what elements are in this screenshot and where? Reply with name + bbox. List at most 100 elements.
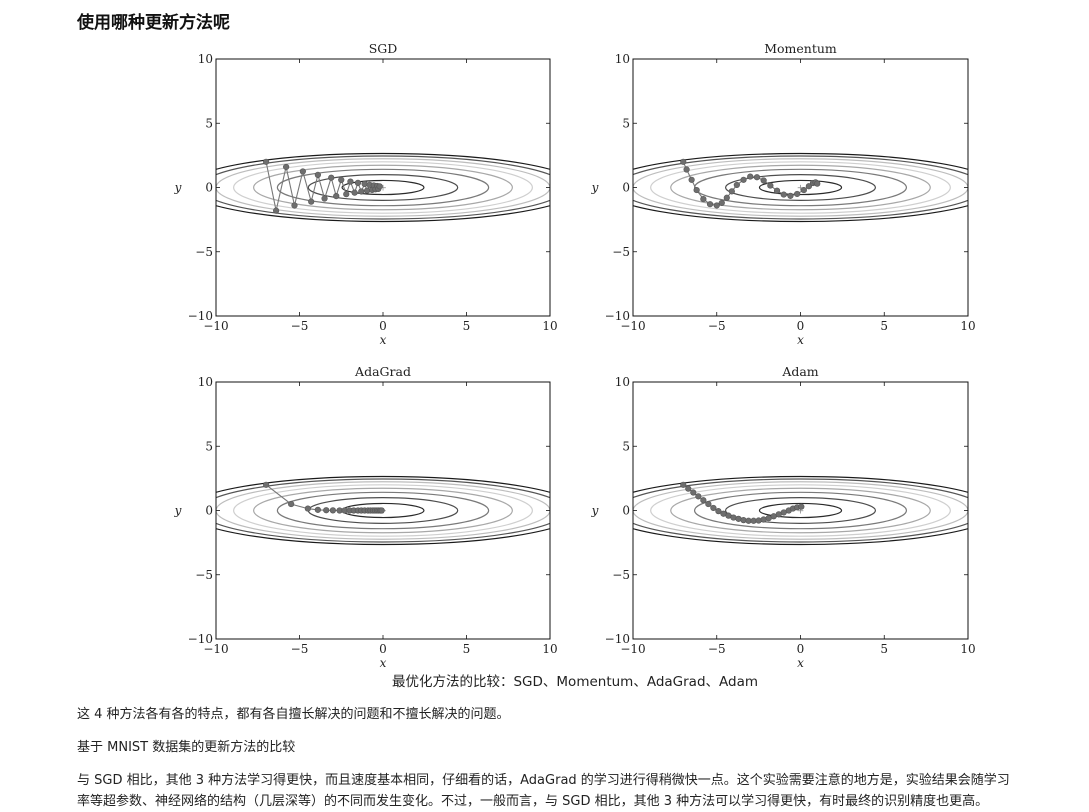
momentum-data-point — [728, 188, 735, 195]
sgd-data-point — [347, 178, 354, 185]
adagrad-contours: + — [216, 475, 550, 546]
adam-x-tick-label: 0 — [797, 642, 805, 656]
adam-data-point — [755, 517, 762, 524]
adagrad-x-tick-label: 10 — [542, 642, 557, 656]
sgd-data-point — [351, 189, 358, 196]
adagrad-y-tick-label: −10 — [188, 632, 213, 646]
sgd-contour-line — [233, 161, 533, 214]
momentum-data-point — [718, 199, 725, 207]
adam-data-point — [680, 481, 687, 488]
momentum-y-tick-label: 5 — [622, 116, 630, 130]
momentum-x-axis-label: x — [797, 333, 804, 347]
momentum-y-tick-label: −5 — [612, 245, 630, 259]
figure-caption: 最优化方法的比较：SGD、Momentum、AdaGrad、Adam — [391, 674, 759, 690]
sgd-contour-line — [253, 164, 513, 211]
momentum-y-axis-label: y — [591, 181, 599, 195]
sgd-data-point — [333, 193, 340, 200]
adagrad-panel: + −10 −5 0 5 10 −10 −5 0 5 10 AdaGrad x y — [174, 364, 558, 670]
adagrad-x-tick-label: −5 — [291, 642, 309, 656]
adam-data-point — [705, 500, 712, 508]
sgd-y-axis-label: y — [174, 181, 182, 195]
momentum-y-tick-label: −10 — [605, 309, 630, 323]
sgd-data-point — [291, 202, 298, 209]
adam-y-tick-label: 10 — [615, 375, 630, 389]
sgd-contour-line — [341, 179, 425, 196]
sgd-contours: + — [216, 152, 550, 223]
sgd-data-point — [376, 183, 383, 190]
momentum-contour-line — [670, 164, 931, 211]
adam-y-tick-label: 0 — [622, 504, 630, 518]
sgd-x-tick-label: 10 — [542, 319, 557, 333]
adam-data-point — [695, 493, 702, 500]
adam-contour-line — [633, 475, 968, 546]
adagrad-title: AdaGrad — [354, 364, 411, 379]
paragraph-comparison-line-1: 与 SGD 相比，其他 3 种方法学习得更快，而且速度基本相同，仔细看的话，Ad… — [77, 773, 1010, 788]
momentum-data-point — [740, 176, 747, 183]
adam-data-point — [798, 503, 805, 510]
adagrad-data-point — [263, 481, 270, 488]
momentum-data-point — [760, 177, 767, 184]
momentum-contour-line — [650, 161, 951, 214]
adam-title: Adam — [781, 364, 818, 379]
adam-panel: + −10 −5 0 5 10 −10 −5 0 5 10 Adam x y — [591, 364, 976, 670]
momentum-y-tick-label: 0 — [622, 181, 630, 195]
sgd-x-tick-label: 5 — [463, 319, 471, 333]
adam-data-point — [710, 504, 717, 512]
sgd-data-point — [364, 187, 371, 194]
adagrad-data-point — [329, 507, 337, 514]
adam-data-point — [690, 489, 697, 496]
momentum-contour-line — [724, 174, 877, 201]
momentum-data-point — [700, 195, 707, 203]
momentum-y-tick-label: 10 — [615, 52, 630, 66]
adagrad-y-axis-label: y — [174, 504, 182, 518]
momentum-data-point — [805, 183, 812, 190]
sgd-data-point — [361, 180, 368, 188]
adam-y-tick-label: −5 — [612, 568, 630, 582]
adam-x-tick-label: −5 — [708, 642, 726, 656]
page-title: 使用哪种更新方法呢 — [77, 13, 230, 33]
momentum-data-point — [773, 187, 781, 194]
momentum-x-tick-label: −5 — [708, 319, 726, 333]
adagrad-x-tick-label: 5 — [463, 642, 471, 656]
adagrad-x-axis-label: x — [380, 656, 387, 670]
sgd-x-axis-label: x — [380, 333, 387, 347]
momentum-data-point — [713, 202, 720, 209]
adagrad-data-point — [304, 505, 311, 512]
sgd-contour-line — [276, 168, 490, 207]
momentum-data-point — [706, 201, 714, 208]
sgd-x-tick-label: −5 — [291, 319, 309, 333]
momentum-data-point — [680, 158, 687, 165]
adam-x-tick-label: 5 — [880, 642, 888, 656]
sgd-data-point — [283, 163, 290, 171]
sgd-data-point — [308, 198, 315, 205]
momentum-data-point — [688, 176, 695, 183]
momentum-contour-line — [633, 158, 968, 217]
momentum-contour-line — [633, 155, 968, 220]
sgd-contour-line — [216, 152, 550, 223]
momentum-data-point — [747, 173, 754, 180]
sgd-data-point — [358, 188, 365, 195]
sgd-panel: + −10 −5 0 5 10 −10 −5 0 5 10 SGD x y — [174, 41, 558, 347]
adagrad-data-point — [288, 500, 295, 508]
adam-contour-line — [693, 491, 908, 530]
adam-contours: + — [633, 475, 968, 546]
paragraph-summary: 这 4 种方法各有各的特点，都有各自擅长解决的问题和不擅长解决的问题。 — [77, 707, 510, 722]
adagrad-y-tick-label: 10 — [198, 375, 213, 389]
momentum-data-point — [723, 194, 730, 201]
momentum-data-point — [733, 181, 740, 189]
sgd-contour-line — [216, 155, 550, 220]
adam-x-axis-label: x — [797, 656, 804, 670]
sgd-y-tick-label: −5 — [195, 245, 213, 259]
adagrad-data-point — [314, 506, 321, 513]
sgd-data-point — [321, 195, 328, 202]
adagrad-x-tick-label: −10 — [203, 642, 228, 656]
sgd-data-point — [343, 191, 350, 198]
adam-contour-line — [724, 497, 877, 524]
momentum-title: Momentum — [764, 41, 837, 56]
sgd-x-tick-label: −10 — [203, 319, 228, 333]
momentum-contour-line — [693, 168, 908, 207]
adam-y-axis-label: y — [591, 504, 599, 518]
sgd-contour-line — [307, 174, 459, 201]
sgd-minimum-marker: + — [379, 184, 387, 194]
adam-data-point — [760, 516, 767, 523]
